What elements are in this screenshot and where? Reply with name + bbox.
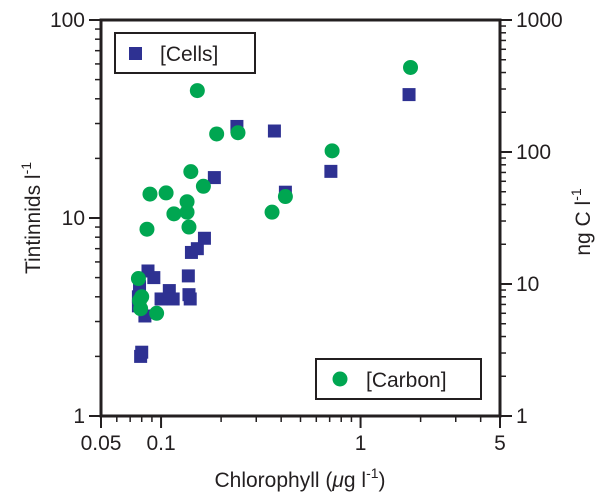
y-right-tick-label: 1000: [516, 9, 563, 32]
legend-cells-marker: [129, 47, 142, 60]
y-right-tick-label: 100: [516, 141, 551, 164]
legend-cells: [Cells]: [114, 32, 256, 74]
cells-point: [197, 231, 211, 245]
cells-point: [183, 292, 197, 306]
carbon-point: [158, 185, 174, 201]
carbon-point: [133, 301, 149, 317]
cells-point: [267, 124, 281, 138]
plot-frame: [99, 18, 502, 418]
legend-carbon-label: [Carbon]: [366, 369, 447, 392]
carbon-point: [209, 126, 225, 142]
cells-point: [190, 242, 204, 256]
carbon-point: [324, 143, 340, 159]
x-tick-label: 0.1: [146, 432, 175, 455]
cells-point: [207, 171, 221, 185]
legend-carbon-marker: [332, 371, 348, 387]
y-right-tick-label: 1: [516, 405, 528, 428]
carbon-point: [166, 206, 182, 222]
y-left-tick-label: 100: [50, 9, 85, 32]
legend-carbon: [Carbon]: [315, 358, 482, 400]
cells-point: [135, 345, 149, 359]
carbon-point: [142, 186, 158, 202]
cells-point: [147, 271, 161, 285]
carbon-point: [403, 59, 419, 75]
cells-series: [131, 88, 416, 363]
y-left-tick-label: 10: [62, 207, 85, 230]
x-tick-label: 1: [355, 432, 367, 455]
carbon-point: [139, 221, 155, 237]
x-tick-label: 5: [494, 432, 506, 455]
cells-point: [181, 269, 195, 283]
carbon-point: [230, 125, 246, 141]
x-tick-label: 0.05: [81, 432, 122, 455]
carbon-point: [179, 194, 195, 210]
carbon-series: [130, 59, 419, 321]
cells-point: [166, 292, 180, 306]
carbon-point: [189, 83, 205, 99]
carbon-point: [181, 219, 197, 235]
y-right-axis-title: ng C l-1: [568, 188, 595, 256]
carbon-point: [130, 271, 146, 287]
carbon-point: [195, 178, 211, 194]
carbon-point: [134, 289, 150, 305]
cells-point: [402, 88, 416, 102]
y-left-axis-title: Tintinnids l-1: [18, 162, 45, 274]
y-left-tick-label: 1: [73, 405, 85, 428]
y-right-tick-label: 10: [516, 273, 539, 296]
carbon-point: [179, 204, 195, 220]
carbon-point: [183, 164, 199, 180]
carbon-point: [264, 204, 280, 220]
carbon-point: [149, 305, 165, 321]
cells-point: [324, 164, 338, 178]
x-axis-title: Chlorophyll (μg l-1): [214, 465, 385, 492]
legend-cells-label: [Cells]: [160, 43, 218, 66]
carbon-point: [277, 189, 293, 205]
